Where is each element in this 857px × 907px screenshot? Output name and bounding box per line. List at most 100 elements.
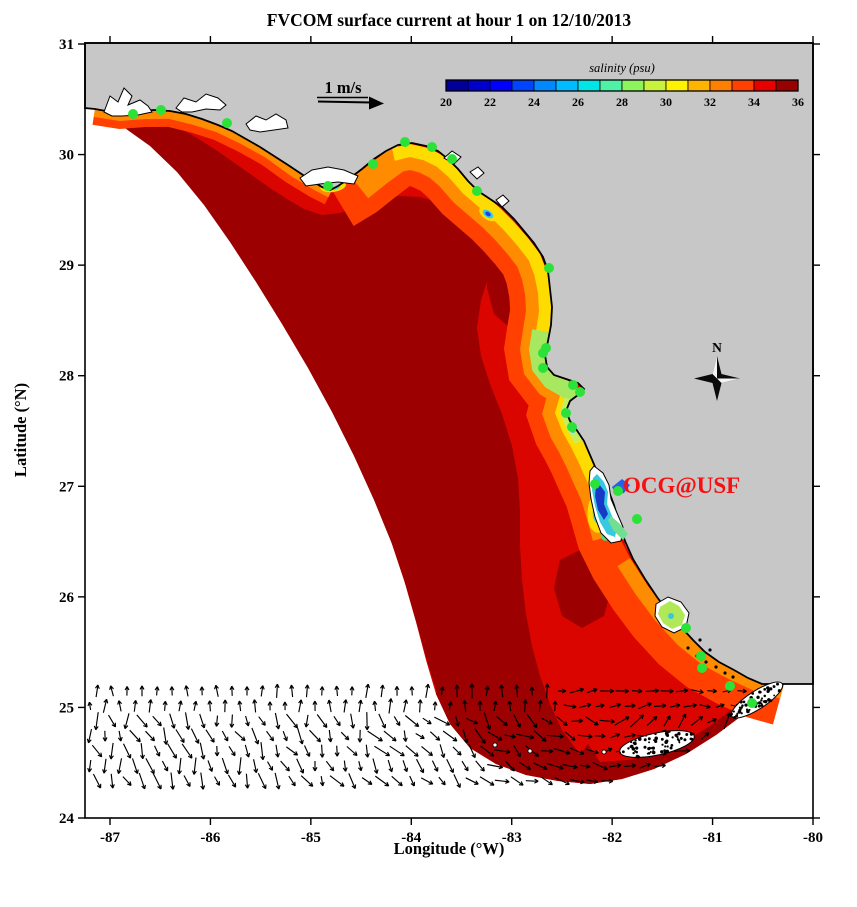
y-tick-label: 27 — [59, 479, 75, 495]
island-speckle — [663, 751, 667, 755]
bay-water — [608, 516, 628, 540]
velocity-scale-arrowhead — [369, 96, 384, 110]
x-tick-label: -82 — [602, 830, 622, 846]
station-dot — [561, 408, 571, 418]
land-layer — [84, 42, 814, 685]
island-speckle — [751, 692, 755, 695]
plot-title: FVCOM surface current at hour 1 on 12/10… — [267, 10, 632, 30]
island-speckle — [768, 700, 772, 703]
island-speckle — [678, 741, 681, 744]
island-speckle — [647, 737, 651, 741]
y-tick-label: 26 — [59, 590, 75, 606]
coastal-islet-speck — [723, 671, 727, 675]
estuary-lagoon — [175, 93, 227, 113]
x-tick-label: -83 — [502, 830, 522, 846]
coastal-islet-speck — [686, 646, 690, 650]
salinity-contour-36psu — [98, 112, 610, 783]
island-speckle — [634, 739, 637, 742]
y-tick-label: 31 — [59, 37, 74, 53]
station-dot — [323, 181, 333, 191]
station-dot — [544, 263, 554, 273]
colorbar-layer: 20 22 24 26 28 30 32 34 36 — [440, 79, 804, 109]
island-speckle — [654, 736, 658, 741]
island-speckle — [740, 712, 743, 715]
coastal-islet-speck — [698, 638, 702, 642]
island-speckle — [690, 737, 694, 741]
island-speckle — [665, 730, 669, 735]
colorbar-cell — [533, 79, 557, 92]
station-dot — [128, 109, 138, 119]
y-tick-label: 25 — [59, 700, 74, 716]
colorbar-cell — [489, 79, 513, 92]
island-speckle — [763, 694, 767, 698]
island-speckle — [763, 687, 767, 691]
charlotte-harbor-plume — [668, 613, 674, 619]
island-speckle — [745, 703, 748, 707]
land-mass — [84, 42, 814, 685]
y-tick-label: 29 — [59, 258, 74, 274]
island-speckle — [661, 743, 664, 746]
velocity-scale-label: 1 m/s — [324, 78, 362, 97]
colorbar-cell — [621, 79, 645, 92]
island-speckle — [669, 746, 673, 750]
station-dot — [681, 623, 691, 633]
island-speckle — [647, 751, 651, 755]
colorbar-cell — [467, 79, 491, 92]
island-speckle — [621, 750, 625, 754]
salinity-contour-36psu-south-rim — [436, 654, 792, 784]
colorbar-tick-label: 36 — [792, 95, 804, 109]
island-speckle — [689, 732, 694, 736]
station-dot — [613, 486, 623, 496]
station-dot — [575, 387, 585, 397]
island-speckle — [760, 699, 763, 702]
station-dot — [590, 479, 600, 489]
small-islet — [527, 748, 533, 754]
island-speckle — [766, 689, 770, 694]
island-speckle — [777, 689, 782, 693]
island-speckle — [760, 703, 764, 707]
x-tick-label: -86 — [200, 830, 220, 846]
colorbar-cell — [775, 79, 799, 92]
island-speckle — [649, 746, 653, 750]
island-speckle — [651, 746, 655, 750]
island-speckle — [677, 732, 681, 736]
station-dot — [368, 159, 378, 169]
station-dot — [222, 118, 232, 128]
estuary-lagoon — [103, 87, 153, 117]
x-tick-label: -80 — [803, 830, 823, 846]
island-speckle — [773, 694, 776, 697]
island-speckle — [632, 751, 635, 755]
island-speckle — [635, 750, 638, 754]
island-speckle — [769, 687, 773, 691]
bay-water — [595, 484, 608, 520]
colorbar-cell — [709, 79, 733, 92]
island-speckle — [735, 714, 739, 718]
station-dot — [747, 698, 757, 708]
island-speckle — [674, 733, 678, 737]
coastal-islet-speck — [731, 675, 735, 679]
colorbar-cell — [643, 79, 667, 92]
x-tick-label: -84 — [401, 830, 421, 846]
ocg-usf-watermark: OCG@USF — [623, 473, 740, 499]
island-speckle — [645, 734, 647, 737]
axes-frame-layer: -87 -86 -85 -84 -83 -82 -81 -80 31 30 29 28 27 26 25 24 — [59, 36, 823, 846]
island-speckle — [663, 749, 666, 752]
coastal-islet-speck — [714, 665, 718, 669]
station-dot — [427, 142, 437, 152]
colorbar-cell — [577, 79, 601, 92]
velocity-scale-arrow: 1 m/s — [317, 78, 384, 110]
colorbar-tick-label: 34 — [748, 95, 760, 109]
x-axis-label: Longitude (°W) — [394, 839, 505, 858]
island-speckle — [757, 704, 761, 708]
island-speckle — [683, 738, 687, 742]
compass-north-label: N — [712, 340, 722, 355]
coastal-islet-speck — [704, 660, 708, 664]
compass-rose: N — [694, 340, 740, 401]
colorbar-tick-label: 24 — [528, 95, 540, 109]
island-speckle — [746, 709, 750, 714]
island-speckle — [756, 695, 760, 699]
current-vectors-layer — [86, 683, 778, 790]
station-dot — [538, 348, 548, 358]
colorbar-label: salinity (psu) — [589, 61, 655, 75]
